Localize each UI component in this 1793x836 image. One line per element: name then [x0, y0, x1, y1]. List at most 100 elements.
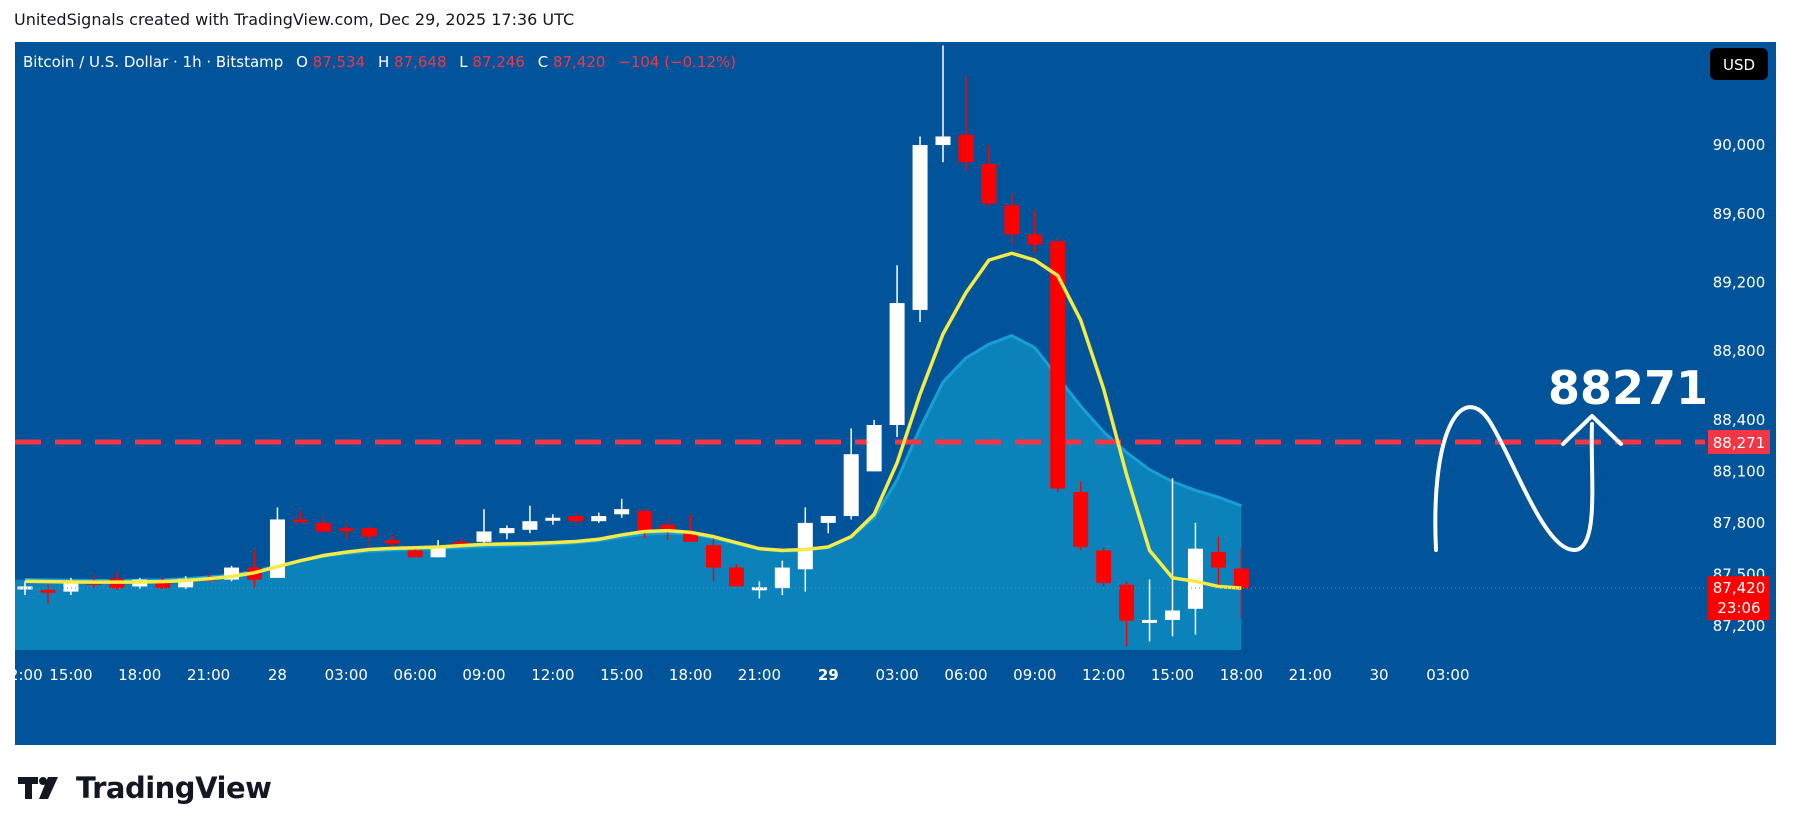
- x-axis-tick-label: 21:00: [187, 666, 230, 684]
- candle-body: [155, 580, 171, 589]
- chart-frame[interactable]: Bitcoin / U.S. Dollar · 1h · Bitstamp O …: [15, 42, 1776, 745]
- candle-body: [1165, 610, 1180, 620]
- currency-button[interactable]: USD: [1710, 48, 1768, 80]
- candle: [1165, 478, 1180, 637]
- candle-body: [1096, 550, 1112, 584]
- candle: [728, 564, 744, 587]
- candle-body: [407, 550, 423, 558]
- candle-body: [728, 567, 744, 587]
- x-axis-tick-label: 12:00: [15, 666, 43, 684]
- candle: [1187, 522, 1203, 635]
- x-axis-tick-label: 09:00: [1013, 666, 1056, 684]
- price-chart[interactable]: Bitcoin / U.S. Dollar · 1h · Bitstamp O …: [15, 42, 1776, 745]
- candle-body: [545, 517, 561, 521]
- tradingview-brand[interactable]: TradingView: [18, 771, 272, 805]
- fast-moving-average-line: [24, 251, 1242, 590]
- level-annotation-text[interactable]: 88271: [1548, 361, 1708, 415]
- candle-body: [637, 510, 653, 532]
- candle-body: [1119, 584, 1135, 621]
- fast-ma-path: [24, 251, 1242, 590]
- low-label: L: [459, 53, 468, 71]
- price-axis[interactable]: 90,000 89,600 89,200 88,800 88,400 88,100 87,8…: [1713, 136, 1766, 635]
- high-label: H: [378, 53, 389, 71]
- candle: [706, 534, 721, 582]
- x-axis-tick-label: 18:00: [669, 666, 712, 684]
- currency-label: USD: [1723, 56, 1755, 74]
- candle: [384, 534, 400, 547]
- candle-body: [591, 516, 607, 522]
- candle-body: [866, 425, 882, 472]
- candle: [751, 581, 767, 599]
- candle-body: [269, 519, 285, 578]
- candle-body: [1027, 234, 1043, 245]
- x-axis-tick-label: 18:00: [1220, 666, 1263, 684]
- candle: [499, 525, 515, 540]
- candle-body: [315, 522, 331, 532]
- brand-name: TradingView: [76, 771, 272, 805]
- candle-body: [1187, 548, 1203, 609]
- y-axis-tick-label: 88,400: [1713, 411, 1766, 429]
- candle-body: [912, 145, 928, 310]
- level-price-tag-value: 88,271: [1713, 434, 1766, 452]
- time-axis[interactable]: 12:00 15:00 18:00 21:00 28 03:00 06:00 09:00 12:…: [15, 666, 1470, 684]
- candle: [1050, 237, 1066, 492]
- projection-wave-path[interactable]: [1433, 405, 1595, 553]
- candle: [889, 265, 905, 438]
- x-axis-tick-label: 29: [818, 666, 839, 684]
- x-axis-tick-label: 03:00: [325, 666, 368, 684]
- candle-body: [958, 134, 974, 163]
- candle-body: [820, 516, 836, 523]
- candle: [958, 76, 974, 171]
- candle: [1119, 581, 1135, 647]
- y-axis-tick-label: 90,000: [1713, 136, 1766, 154]
- candle: [568, 512, 584, 525]
- candle: [1142, 579, 1158, 642]
- candle: [981, 145, 997, 207]
- x-axis-tick-label: 28: [268, 666, 287, 684]
- x-axis-tick-label: 21:00: [1289, 666, 1332, 684]
- candle: [155, 577, 171, 590]
- candle: [637, 509, 653, 539]
- change-value: −104 (−0.12%): [618, 53, 736, 71]
- projection-drawing[interactable]: [1433, 405, 1623, 553]
- candle: [1210, 536, 1226, 585]
- candle: [935, 45, 951, 163]
- candle-body: [614, 509, 630, 515]
- close-value: 87,420: [553, 53, 606, 71]
- projection-arrow-icon[interactable]: [1561, 414, 1623, 446]
- x-axis-tick-label: 18:00: [118, 666, 161, 684]
- y-axis-tick-label: 89,600: [1713, 205, 1766, 223]
- x-axis-tick-label: 21:00: [738, 666, 781, 684]
- candle: [361, 526, 377, 547]
- candle: [522, 505, 538, 534]
- candle-body: [178, 578, 194, 588]
- candle: [315, 516, 331, 534]
- candle: [843, 428, 859, 520]
- svg-text:Bitcoin / U.S. Dollar · 1h · B: Bitcoin / U.S. Dollar · 1h · Bitstamp O …: [23, 53, 736, 71]
- candle-body: [1142, 619, 1158, 623]
- x-axis-tick-label: 03:00: [875, 666, 918, 684]
- y-axis-tick-label: 88,100: [1713, 462, 1766, 480]
- candle-body: [338, 528, 354, 532]
- last-price-tag-value: 87,420: [1713, 579, 1766, 597]
- x-axis-tick-label: 06:00: [944, 666, 987, 684]
- chart-attribution: UnitedSignals created with TradingView.c…: [14, 10, 575, 29]
- close-label: C: [538, 53, 548, 71]
- candle-body: [774, 567, 790, 589]
- bar-countdown: 23:06: [1717, 599, 1760, 617]
- candle: [912, 136, 928, 322]
- candle-body: [568, 516, 584, 522]
- x-axis-tick-label: 12:00: [1082, 666, 1125, 684]
- y-axis-tick-label: 87,800: [1713, 514, 1766, 532]
- candle: [476, 509, 492, 544]
- candle: [614, 498, 630, 518]
- x-axis-tick-label: 03:00: [1426, 666, 1469, 684]
- candle-body: [522, 521, 538, 530]
- candle-body: [1050, 241, 1066, 489]
- candle-body: [17, 586, 33, 590]
- y-axis-tick-label: 88,800: [1713, 342, 1766, 360]
- candle: [1004, 193, 1020, 245]
- candle: [545, 514, 561, 525]
- candle: [591, 512, 607, 523]
- y-axis-tick-label: 89,200: [1713, 273, 1766, 291]
